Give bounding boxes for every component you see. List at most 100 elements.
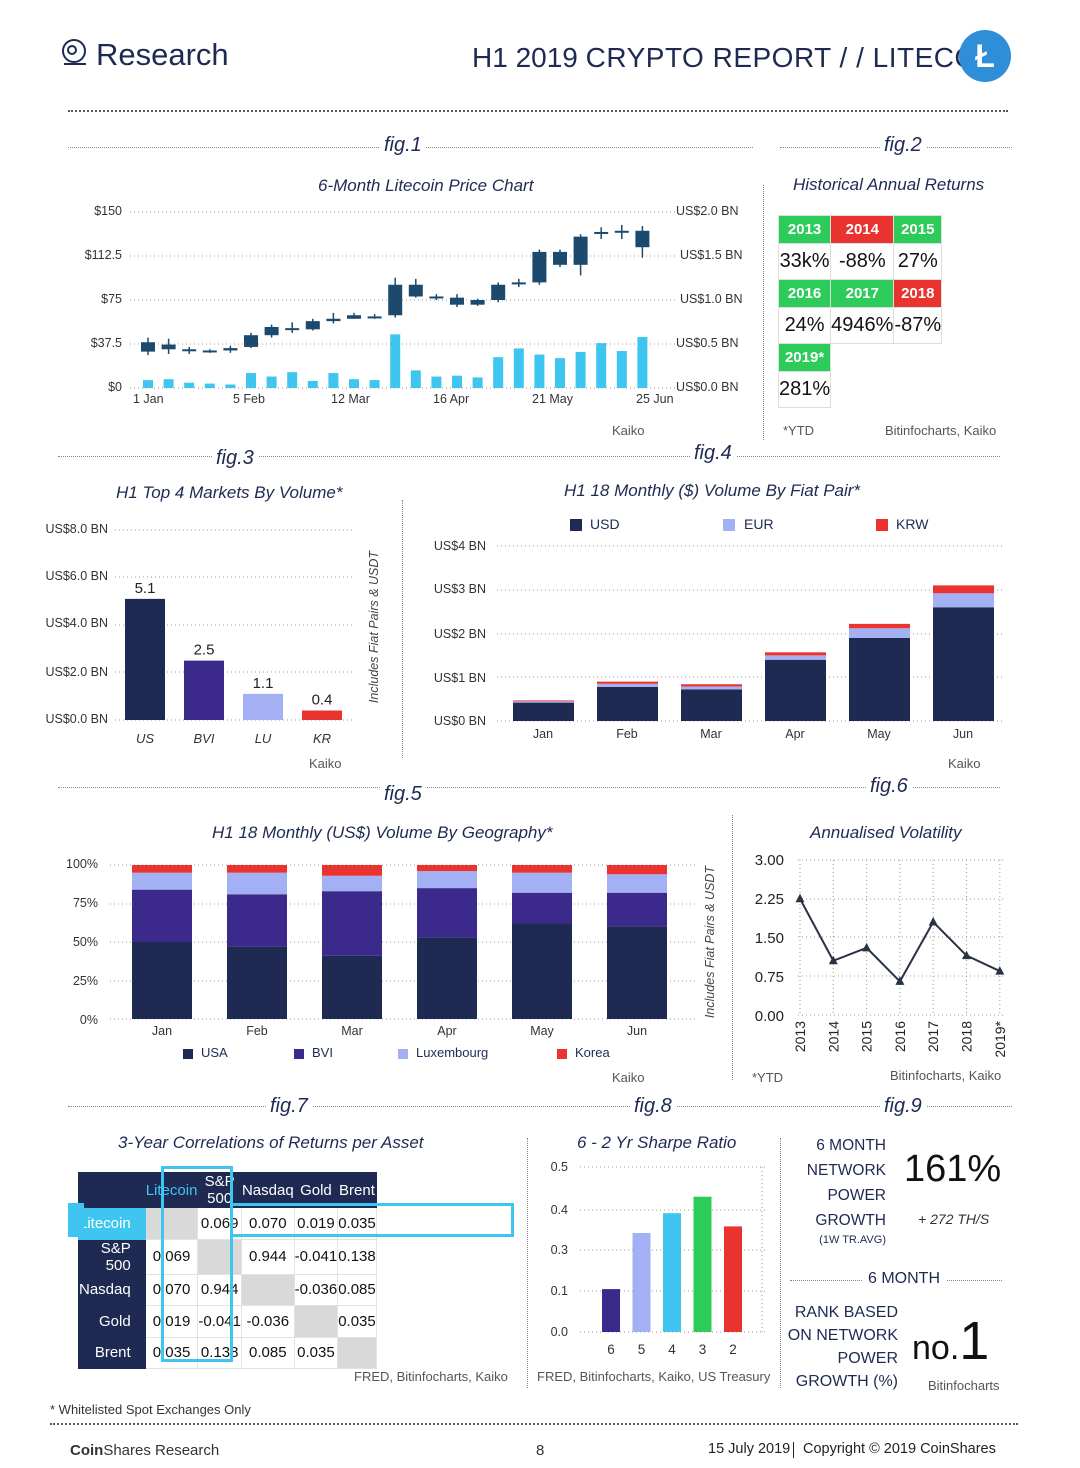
corr-cell: 0.070: [144, 1273, 199, 1306]
fig1-x-tick: 25 Jun: [636, 392, 674, 406]
rank-prefix: no.: [912, 1329, 960, 1367]
report-title-bold: H1 2019: [472, 42, 578, 73]
fiat-bar-segment: [513, 701, 574, 703]
candle-body: [326, 318, 341, 322]
candle-body: [635, 230, 650, 248]
fiat-bar-segment: [765, 655, 826, 660]
candle-body: [594, 231, 609, 234]
fiat-bar-segment: [597, 683, 658, 687]
fig1-label: fig.1: [380, 134, 426, 157]
fig5-side-note: Includes Fiat Pairs & USDT: [703, 865, 717, 1019]
volatility-year-label: 2015: [859, 1021, 875, 1052]
geo-bar-segment: [227, 872, 287, 895]
fig2-footnote: *YTD: [783, 423, 815, 438]
volume-bar: [410, 370, 421, 388]
fiat-bar-segment: [849, 623, 910, 629]
sharpe-category-label: 2: [729, 1342, 737, 1357]
fig1-title: 6-Month Litecoin Price Chart: [318, 176, 534, 195]
fig2-title: Historical Annual Returns: [793, 175, 985, 194]
fig1-source: Kaiko: [612, 423, 645, 438]
network-power-sub: + 272 TH/S: [918, 1211, 990, 1227]
volatility-point: [895, 976, 905, 985]
fig5-y-tick: 25%: [72, 974, 98, 988]
fig4-y-tick: US$2 BN: [433, 627, 486, 641]
volume-bar: [246, 373, 256, 388]
geo-bar-segment: [322, 865, 382, 876]
geo-bar-segment: [512, 865, 572, 873]
fig6-y-tick: 3.00: [754, 852, 784, 869]
footer-brand-bold: Coin: [70, 1442, 104, 1459]
geo-bar-segment: [227, 946, 287, 1019]
return-value: 33k%: [777, 243, 832, 280]
fig3-y-tick: US$4.0 BN: [45, 616, 108, 630]
volatility-year-label: 2019*: [992, 1020, 1008, 1057]
volume-bar: [266, 376, 277, 388]
volume-bar: [328, 373, 339, 388]
legend-label-korea: Korea: [575, 1045, 610, 1060]
fig3-title: H1 Top 4 Markets By Volume*: [116, 483, 343, 502]
fiat-bar-segment: [681, 686, 742, 690]
network-label-line: 6 MONTH: [816, 1137, 886, 1154]
candle-body: [161, 344, 176, 350]
candle-body: [429, 296, 444, 299]
volume-bar: [596, 343, 607, 388]
fig5-rule: [58, 787, 1000, 788]
corr-col-header: Brent: [337, 1172, 377, 1208]
fiat-month-label: Jun: [953, 727, 973, 741]
candle-body: [285, 328, 300, 331]
candle-body: [470, 300, 485, 305]
fiat-bar-segment: [597, 686, 658, 721]
candle-body: [388, 284, 403, 316]
price-chart: [130, 211, 675, 389]
geo-bar-segment: [607, 926, 667, 1019]
geo-bar-segment: [512, 923, 572, 1019]
corr-cell: [240, 1273, 295, 1306]
geo-bar-segment: [322, 891, 382, 956]
sharpe-category-label: 4: [668, 1342, 676, 1357]
fiat-bar-segment: [513, 702, 574, 721]
fiat-bar-segment: [933, 585, 994, 594]
network-label-line: (1W TR.AVG): [819, 1234, 886, 1246]
litecoin-symbol: Ł: [975, 38, 995, 74]
fig8-separator: [527, 1138, 528, 1388]
fig8-y-tick: 0.0: [550, 1325, 568, 1339]
volatility-year-label: 2018: [959, 1021, 975, 1052]
fig1-right-tick: US$0.0 BN: [676, 380, 739, 394]
corr-row-header: Brent: [78, 1336, 146, 1369]
volume-bar: [349, 379, 359, 388]
footer-brand-rest: Shares Research: [103, 1442, 220, 1459]
fiat-pair-chart: Jan Feb Mar Apr May Jun: [497, 545, 1002, 741]
fig3-y-tick: US$6.0 BN: [45, 569, 108, 583]
volatility-year-label: 2014: [825, 1021, 841, 1052]
fig8-title: 6 - 2 Yr Sharpe Ratio: [577, 1133, 737, 1152]
legend-swatch-usa: [183, 1049, 193, 1059]
volatility-point: [995, 966, 1005, 975]
network-label-line: NETWORK: [806, 1162, 886, 1179]
legend-swatch-bvi: [294, 1049, 304, 1059]
fig6-separator: [732, 815, 733, 1080]
geo-bar-segment: [132, 872, 192, 890]
volume-bar: [452, 375, 462, 388]
markets-bar-chart: 5.1 US 2.5 BVI 1.1 LU 0.4 KR: [115, 529, 355, 746]
candle-body: [408, 284, 423, 297]
fig4-source: Kaiko: [948, 756, 981, 771]
fig9-label: fig.9: [880, 1095, 926, 1118]
fiat-month-label: Apr: [785, 727, 804, 741]
sharpe-bar: [663, 1213, 681, 1332]
fig5-y-tick: 0%: [79, 1013, 98, 1027]
volatility-point: [862, 942, 872, 952]
rank-header: 6 MONTH: [862, 1270, 946, 1288]
fig3-source: Kaiko: [309, 756, 342, 771]
fig3-y-tick: US$2.0 BN: [45, 665, 108, 679]
fig4-y-tick: US$3 BN: [433, 582, 486, 596]
corr-row-header: Gold: [78, 1305, 146, 1338]
return-year: 2013: [777, 215, 832, 244]
corr-cell: -0.041: [293, 1238, 339, 1275]
volatility-point: [795, 893, 805, 903]
fig3-label: fig.3: [212, 447, 258, 470]
legend-swatch-korea: [557, 1049, 567, 1059]
corr-cell: -0.036: [240, 1305, 295, 1338]
volume-bar: [204, 383, 215, 388]
fig1-x-axis: 1 Jan 5 Feb 12 Mar 16 Apr 21 May 25 Jun: [130, 392, 675, 408]
fig5-source: Kaiko: [612, 1070, 645, 1085]
